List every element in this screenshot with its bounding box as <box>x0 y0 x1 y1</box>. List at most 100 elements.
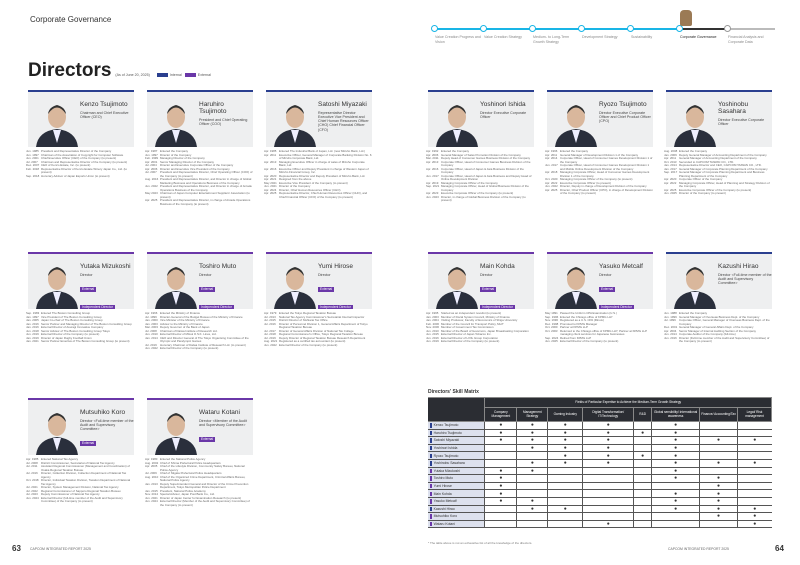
skill-empty <box>516 474 548 483</box>
matrix-row: Toshiro Muto ● ● ● <box>428 474 772 483</box>
nav-node[interactable] <box>529 25 536 32</box>
skill-empty <box>737 467 772 476</box>
skill-matrix-table: Fields of Particular Expertise to Achiev… <box>428 397 772 529</box>
career-entry: Apr. 2004 Senior Manager of Internal Audi… <box>664 328 756 333</box>
skill-empty <box>484 451 517 460</box>
nav-item[interactable]: Financial Analysis and Corporate Data <box>728 35 764 44</box>
career-entry: Apr. 1992 Entered the Company <box>426 149 470 153</box>
career-entry: Apr. 2024 Director, Chief Human Resources… <box>264 187 341 192</box>
career-entry: Apr. 1996 Entered the Company <box>545 149 589 153</box>
matrix-row: Mutsuhiko Koro ● ● <box>428 512 772 521</box>
career-entry: Jul. 2011 Assistant Regional Commissioner… <box>26 464 130 472</box>
independent-badge: Independent Director <box>599 304 634 309</box>
career-entry: Jun. 2016 Director (Full-time member of t… <box>664 335 770 343</box>
nav-node[interactable] <box>431 25 438 32</box>
career-entry: Jun. 1997 Chairman of the Association of … <box>26 152 124 157</box>
career-entry: Apr. 2005 Chief of the Lifestyle Division… <box>145 464 245 472</box>
skill-empty <box>699 421 738 430</box>
director-photo <box>155 105 197 147</box>
career-entry: Jun. 2017 Corporate Officer, Head of Japa… <box>426 173 532 181</box>
director-name: Yumi Hirose <box>318 263 354 270</box>
career-entry: Jul. 2018 Regional Commissioner's Office,… <box>264 332 363 336</box>
career-entry: Apr. 2018 Managing Corporate Officer, Hea… <box>545 170 650 178</box>
nav-item[interactable]: Development Strategy <box>582 35 618 39</box>
skill-empty <box>484 505 517 514</box>
career-entry: Apr. 2016 Executive Officer and Deputy Pr… <box>264 166 369 174</box>
director-photo <box>555 267 597 309</box>
director-role: President and Chief Operating Officer (C… <box>199 117 248 126</box>
nav-item[interactable]: Value Creation Progress and Vision <box>435 35 481 44</box>
nav-item[interactable]: Sustainability <box>631 35 653 39</box>
page-number-left: 63 <box>12 544 21 553</box>
director-career: Apr. 1992 Entered the Company Apr. 2006 Gen… <box>426 149 534 203</box>
progress-line <box>434 28 683 30</box>
director-career: Apr. 1980 Entered the National Police Age… <box>145 457 253 507</box>
director-role: Director Executive Corporate Officer <box>718 117 765 126</box>
career-entry: Oct. 2018 Director, Individual Taxation D… <box>26 478 131 486</box>
skill-dot: ● <box>651 459 700 468</box>
type-marker <box>430 468 432 474</box>
skill-empty <box>737 489 772 498</box>
skill-dot: ● <box>516 444 548 453</box>
skill-dot: ● <box>651 421 700 430</box>
career-entry: Apr. 1979 Entered the Tokyo Regional Taxa… <box>264 311 337 315</box>
director-role: Director <box>480 272 493 277</box>
director-career: Sep. 1983 Entered The Boston Consulting G… <box>26 311 134 344</box>
skill-dot: ● <box>699 497 738 506</box>
career-entry: Jun. 2021 Director of the Company <box>264 184 311 188</box>
nav-node[interactable] <box>627 25 634 32</box>
career-entry: Jun. 1988 Entered the Company <box>664 311 708 315</box>
skill-empty <box>633 489 652 498</box>
career-entry: Sep. 2018 Honorary Advisor of Japan Espor… <box>26 173 110 178</box>
career-entry: Mar. 2003 Deputy Governor of the Bank of … <box>145 325 210 329</box>
skill-dot: ● <box>699 489 738 498</box>
nav-node[interactable] <box>578 25 585 32</box>
skill-dot: ● <box>484 497 517 506</box>
director-card: Main Kohda Director External Independent … <box>428 252 534 309</box>
director-card: Toshiro Muto Director External Independen… <box>147 252 253 309</box>
director-name: Yoshinori Ishida <box>480 101 526 108</box>
skill-empty <box>516 520 548 529</box>
type-marker <box>430 506 432 512</box>
director-role: Director Executive Corporate Officer and… <box>599 110 651 124</box>
director-name: Satoshi Miyazaki <box>433 438 460 443</box>
nav-node[interactable] <box>480 25 487 32</box>
matrix-row: Kenzo Tsujimoto ● ● ● ● ● <box>428 421 772 430</box>
matrix-row: Kazushi Hirao ● ● ● ● ● <box>428 505 772 514</box>
independent-badge: Independent Director <box>480 304 515 309</box>
director-name: Kazushi Hirao <box>718 263 759 270</box>
skill-empty <box>547 482 583 491</box>
skill-empty <box>547 489 583 498</box>
nav-item[interactable]: Corporate Governance <box>680 35 717 39</box>
director-role: Director <Member of the Audit and Superv… <box>199 418 247 427</box>
career-entry: Apr. 2025 Executive Corporate Officer of … <box>664 187 752 192</box>
skill-empty <box>633 497 652 506</box>
type-marker <box>430 521 432 527</box>
director-name: Toshiro Muto <box>199 263 237 270</box>
external-badge: External <box>318 286 335 292</box>
career-entry: Jan. 2021 Senior Partner Emeritus of The … <box>26 339 130 343</box>
skill-empty <box>633 444 652 453</box>
skill-empty <box>633 520 652 529</box>
director-name: Yoshinobu Sasahara <box>433 461 465 466</box>
skill-empty <box>651 520 700 529</box>
skill-dot: ● <box>737 459 772 468</box>
nav-item[interactable]: Value Creation Strategy <box>484 35 522 39</box>
director-career: Apr. 1966 Entered the Ministry of Finance… <box>145 311 253 351</box>
director-card: Mutsuhiko Koro Director <Full-time membe… <box>28 398 134 455</box>
skill-empty <box>547 497 583 506</box>
career-entry: Jul. 2008 District Commissioner, Secretar… <box>26 460 115 465</box>
career-entry: Jul. 2015 District Director of Nishiarai … <box>264 318 328 322</box>
type-marker <box>430 438 432 443</box>
career-entry: Aug. 2002 Chief of Shima Prefectural Poli… <box>145 460 221 465</box>
nav-node[interactable] <box>724 25 731 32</box>
legend-internal-swatch <box>156 73 168 78</box>
skill-dot: ● <box>484 474 517 483</box>
director-career: Apr. 1985 Entered The Industrial Bank of … <box>264 149 372 199</box>
nav-item[interactable]: Medium- to Long-Term Growth Strategy <box>533 35 570 44</box>
career-entry: Sep. 2021 Managing Corporate Officer, Hea… <box>426 184 529 192</box>
director-role: Director <box>80 272 93 277</box>
skill-empty <box>484 512 517 521</box>
career-entry: Jul. 2008 Chairman of Daiwa Institute of … <box>145 328 218 333</box>
nav-node[interactable] <box>676 25 683 32</box>
